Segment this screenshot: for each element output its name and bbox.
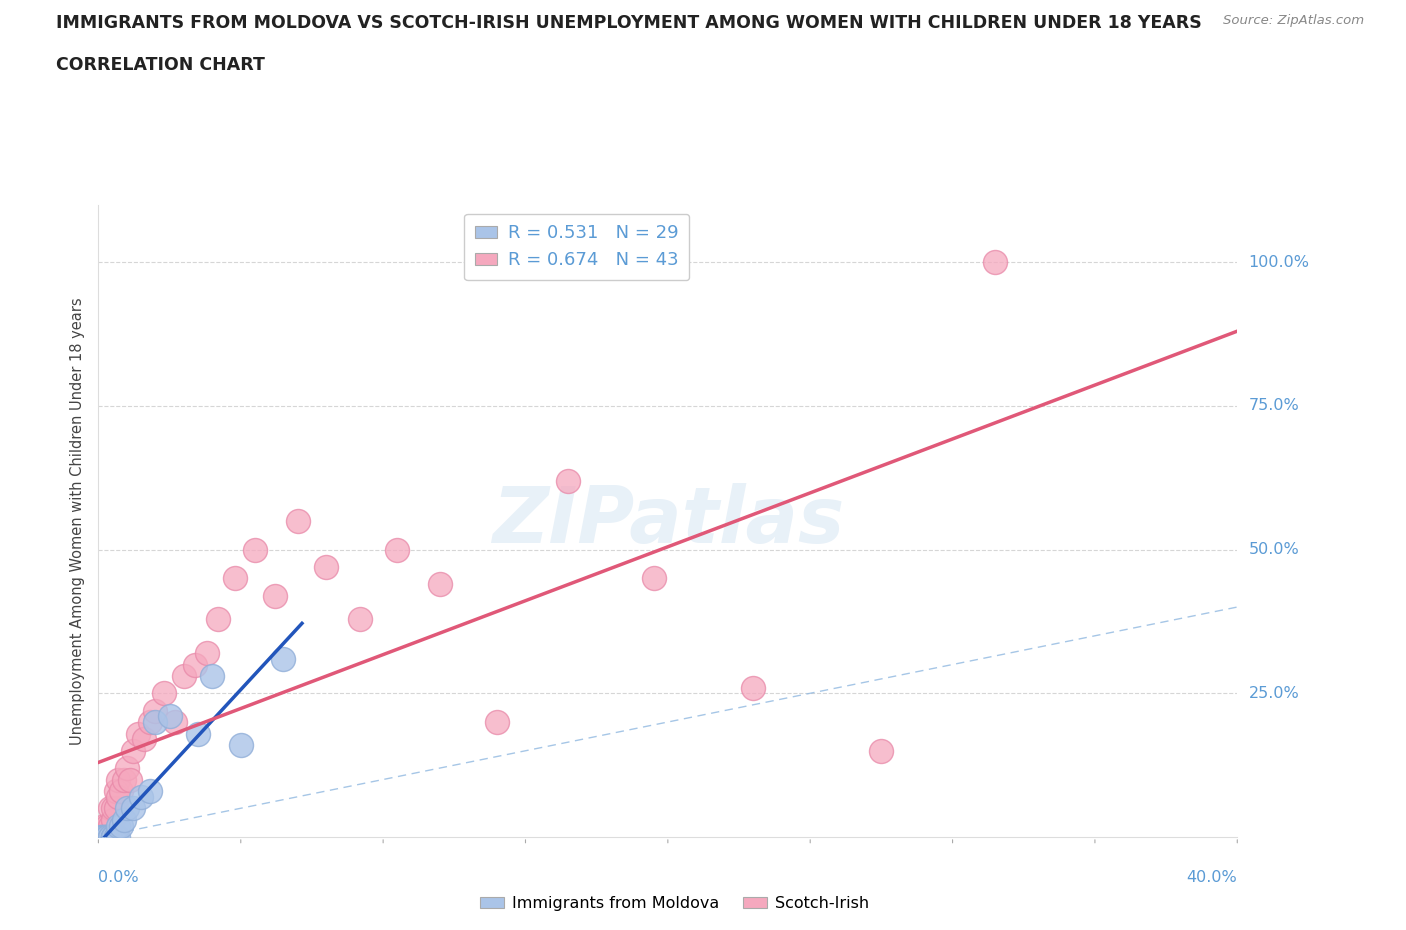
Text: IMMIGRANTS FROM MOLDOVA VS SCOTCH-IRISH UNEMPLOYMENT AMONG WOMEN WITH CHILDREN U: IMMIGRANTS FROM MOLDOVA VS SCOTCH-IRISH …: [56, 14, 1202, 32]
Point: [984, 255, 1007, 270]
Point: [129, 790, 152, 804]
Point: [112, 772, 135, 787]
Point: [127, 726, 149, 741]
Point: [93, 830, 115, 844]
Point: [201, 669, 224, 684]
Point: [107, 818, 129, 833]
Point: [145, 714, 167, 729]
Point: [145, 703, 167, 718]
Point: [96, 830, 118, 844]
Point: [107, 772, 129, 787]
Text: 100.0%: 100.0%: [1249, 255, 1309, 270]
Point: [98, 830, 121, 844]
Point: [101, 801, 124, 816]
Point: [118, 772, 141, 787]
Point: [98, 830, 121, 844]
Point: [90, 830, 112, 844]
Point: [101, 830, 124, 844]
Y-axis label: Unemployment Among Women with Children Under 18 years: Unemployment Among Women with Children U…: [69, 297, 84, 745]
Point: [96, 830, 118, 844]
Point: [90, 830, 112, 844]
Point: [224, 571, 246, 586]
Point: [153, 685, 176, 700]
Text: 75.0%: 75.0%: [1249, 398, 1299, 413]
Point: [138, 784, 160, 799]
Point: [207, 611, 229, 626]
Point: [387, 542, 409, 557]
Point: [104, 830, 127, 844]
Point: [243, 542, 266, 557]
Point: [107, 790, 129, 804]
Point: [870, 743, 893, 758]
Text: CORRELATION CHART: CORRELATION CHART: [56, 56, 266, 73]
Point: [96, 830, 118, 844]
Point: [165, 714, 187, 729]
Text: 50.0%: 50.0%: [1249, 542, 1299, 557]
Point: [93, 830, 115, 844]
Point: [98, 801, 121, 816]
Point: [98, 818, 121, 833]
Point: [101, 830, 124, 844]
Point: [104, 830, 127, 844]
Point: [229, 737, 252, 752]
Point: [195, 645, 218, 660]
Point: [121, 801, 143, 816]
Point: [115, 761, 138, 776]
Point: [138, 714, 160, 729]
Legend: Immigrants from Moldova, Scotch-Irish: Immigrants from Moldova, Scotch-Irish: [474, 890, 876, 917]
Point: [557, 473, 579, 488]
Point: [104, 801, 127, 816]
Point: [173, 669, 195, 684]
Point: [101, 830, 124, 844]
Point: [90, 830, 112, 844]
Point: [273, 651, 295, 666]
Text: 40.0%: 40.0%: [1187, 870, 1237, 884]
Point: [93, 830, 115, 844]
Text: 0.0%: 0.0%: [98, 870, 139, 884]
Point: [287, 513, 309, 528]
Point: [264, 588, 287, 603]
Text: 25.0%: 25.0%: [1249, 685, 1299, 701]
Point: [349, 611, 371, 626]
Point: [115, 801, 138, 816]
Point: [93, 818, 115, 833]
Point: [110, 818, 132, 833]
Point: [110, 784, 132, 799]
Point: [96, 830, 118, 844]
Point: [96, 818, 118, 833]
Text: Source: ZipAtlas.com: Source: ZipAtlas.com: [1223, 14, 1364, 27]
Point: [742, 680, 765, 695]
Point: [429, 577, 451, 591]
Point: [159, 709, 181, 724]
Point: [107, 830, 129, 844]
Point: [121, 743, 143, 758]
Text: ZIPatlas: ZIPatlas: [492, 483, 844, 559]
Point: [101, 812, 124, 827]
Point: [187, 726, 209, 741]
Point: [104, 784, 127, 799]
Point: [315, 559, 337, 574]
Legend: R = 0.531   N = 29, R = 0.674   N = 43: R = 0.531 N = 29, R = 0.674 N = 43: [464, 214, 689, 280]
Point: [112, 812, 135, 827]
Point: [184, 658, 207, 672]
Point: [132, 732, 155, 747]
Point: [90, 830, 112, 844]
Point: [643, 571, 665, 586]
Point: [486, 714, 509, 729]
Point: [93, 830, 115, 844]
